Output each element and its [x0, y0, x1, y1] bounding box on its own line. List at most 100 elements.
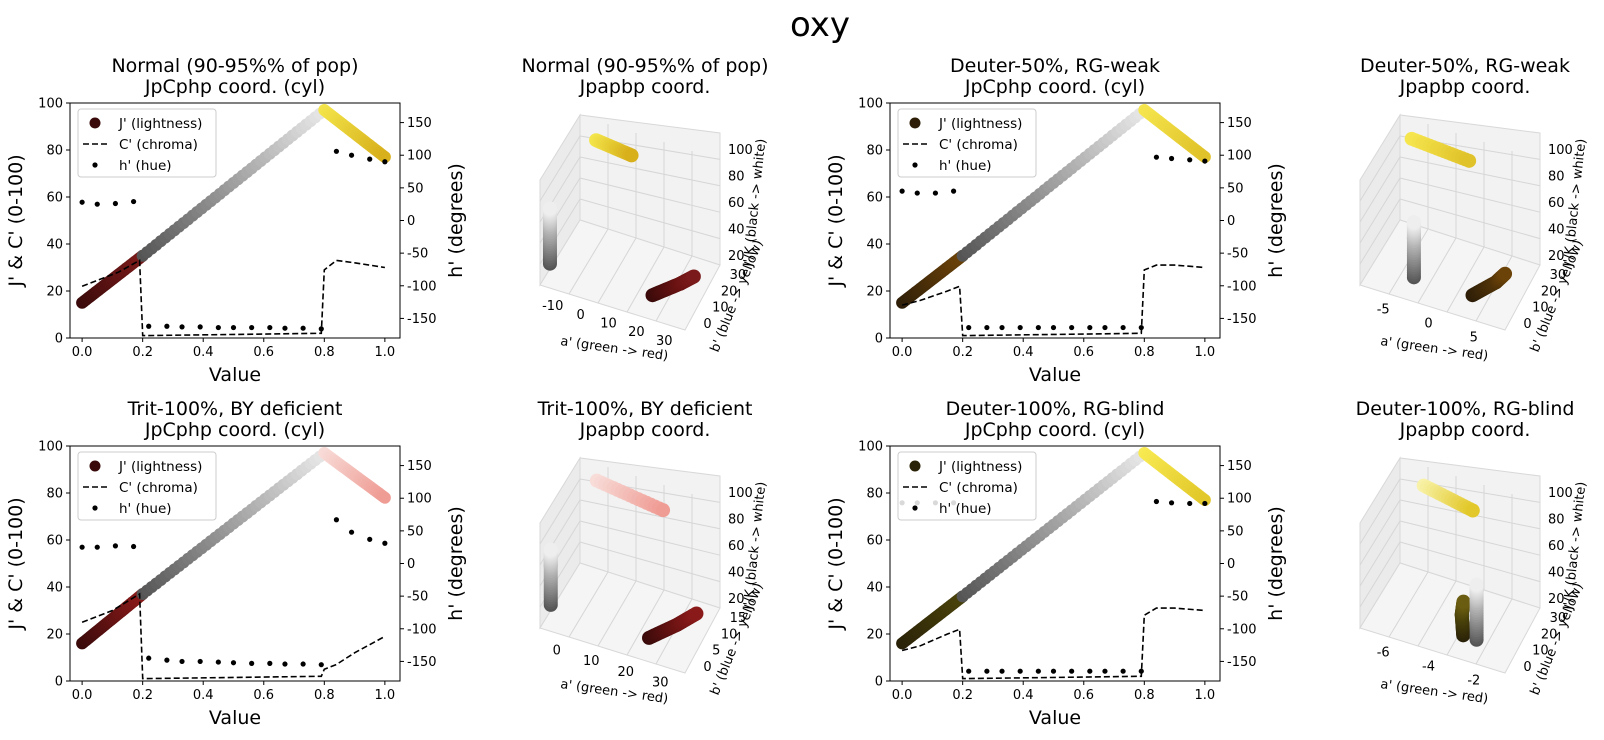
- hue-point: [1138, 324, 1144, 331]
- grid-line: [579, 520, 721, 556]
- hue-point: [112, 200, 119, 207]
- legend-box: [77, 108, 217, 178]
- grid-line: [1399, 541, 1541, 583]
- lightness-point: [1198, 494, 1211, 507]
- y-tick-label: 20: [46, 628, 63, 643]
- z3d-tick-label: 40: [728, 222, 745, 237]
- x-tick-label: 0.0: [892, 345, 913, 360]
- hue-point: [1187, 157, 1193, 163]
- y-tick-label: 40: [866, 238, 883, 253]
- legend-label: J' (lightness): [118, 459, 202, 475]
- y3d-tick-label: 10: [1532, 301, 1549, 316]
- z3d-tick-label: 20: [728, 592, 745, 607]
- y3d-tick-label: 0: [703, 317, 711, 332]
- z3d-tick-label: 40: [1548, 565, 1565, 580]
- hue-point: [382, 540, 388, 546]
- hue-point: [1153, 498, 1160, 505]
- x-tick-label: 0.2: [952, 688, 973, 703]
- x3d-tick-label: -2: [1467, 674, 1480, 689]
- legend-label: C' (chroma): [119, 480, 198, 496]
- y-tick-label: 60: [866, 534, 883, 549]
- grid-line: [1475, 598, 1513, 665]
- x-tick-label: 1.0: [1195, 688, 1216, 703]
- panel-normal-cylindrical: Normal (90-95%% of pop)JpCphp coord. (cy…: [5, 55, 467, 386]
- panel-title-line2: JpCphp coord. (cyl): [964, 419, 1145, 441]
- z3d-tick-label: 20: [728, 249, 745, 264]
- grid-line: [1359, 499, 1401, 566]
- y3d-tick-label: 5: [712, 644, 720, 659]
- z3d-tick-label: 80: [1548, 513, 1565, 528]
- grid-line: [579, 177, 721, 213]
- x-tick-label: 0.2: [952, 345, 973, 360]
- y-tick-label: 40: [866, 581, 883, 596]
- panel-title-line2: JpCphp coord. (cyl): [144, 419, 325, 441]
- panel-title-line2: Jpapbp coord.: [1399, 76, 1531, 98]
- x-tick-label: 0.0: [72, 345, 93, 360]
- x-axis-label: Value: [209, 364, 261, 386]
- y-tick-label: 40: [46, 581, 63, 596]
- hue-point: [130, 543, 137, 550]
- x-tick-label: 0.2: [132, 688, 153, 703]
- hue-point: [146, 323, 152, 329]
- pane: [1359, 562, 1541, 674]
- panel-title-line1: Trit-100%, BY deficient: [127, 398, 343, 420]
- y2-tick-label: 150: [1227, 116, 1252, 131]
- hue-point: [367, 536, 373, 542]
- y2-tick-label: 100: [407, 492, 432, 507]
- y2-tick-label: -50: [1227, 590, 1248, 605]
- hue-point: [966, 324, 972, 331]
- hue-point: [1087, 324, 1093, 331]
- hue-point: [999, 668, 1005, 674]
- x3d-tick-label: 30: [652, 676, 669, 691]
- hue-point: [367, 156, 373, 162]
- panel-title-line1: Normal (90-95%% of pop): [111, 55, 358, 77]
- y3d-tick-label: 15: [730, 611, 747, 626]
- color-point: [543, 542, 558, 557]
- y-tick-label: 20: [866, 628, 883, 643]
- y2-axis-label: h' (degrees): [445, 506, 467, 621]
- y-tick-label: 80: [46, 144, 63, 159]
- hue-point: [1102, 324, 1108, 331]
- hue-point: [1050, 324, 1057, 331]
- hue-point: [1153, 154, 1160, 160]
- y2-tick-label: -50: [1227, 247, 1248, 262]
- panel-title-line2: JpCphp coord. (cyl): [144, 76, 325, 98]
- grid-line: [539, 478, 581, 545]
- panel-title-line1: Deuter-50%, RG-weak: [1360, 55, 1570, 77]
- legend-label: h' (hue): [119, 158, 172, 174]
- x3d-tick-label: -4: [1422, 660, 1435, 675]
- y3d-tick-label: 10: [712, 301, 729, 316]
- x3d-tick-label: 0: [1424, 317, 1432, 332]
- grid-line: [568, 571, 609, 638]
- x-tick-label: 0.6: [253, 688, 274, 703]
- legend-label: J' (lightness): [938, 116, 1022, 132]
- panel-title-line1: Deuter-100%, RG-blind: [1356, 398, 1575, 420]
- hue-point: [130, 198, 137, 205]
- hue-point: [984, 324, 990, 331]
- y-tick-label: 100: [858, 97, 883, 112]
- y3d-tick-label: 0: [1523, 317, 1531, 332]
- y2-tick-label: -50: [407, 590, 428, 605]
- y2-tick-label: 0: [407, 214, 415, 229]
- color-point: [1406, 215, 1421, 230]
- x3d-tick-label: 5: [1470, 331, 1478, 346]
- hue-point: [1168, 155, 1175, 162]
- y-tick-label: 40: [46, 238, 63, 253]
- y-tick-label: 20: [866, 285, 883, 300]
- y2-tick-label: -150: [407, 312, 437, 327]
- x3d-tick-label: -5: [1377, 302, 1390, 317]
- y2-tick-label: 150: [407, 116, 432, 131]
- z3d-tick-label: 100: [728, 486, 753, 501]
- z3d-tick-label: 20: [1548, 592, 1565, 607]
- y-tick-label: 100: [38, 440, 63, 455]
- legend-swatch-lightness: [89, 117, 101, 129]
- y-tick-label: 0: [875, 332, 883, 347]
- y2-tick-label: 150: [407, 459, 432, 474]
- grid-line: [1399, 156, 1541, 187]
- color-point: [1462, 153, 1477, 168]
- y3d-tick-label: 0: [1523, 660, 1531, 675]
- hue-point: [164, 657, 170, 663]
- y2-tick-label: -100: [1227, 279, 1257, 294]
